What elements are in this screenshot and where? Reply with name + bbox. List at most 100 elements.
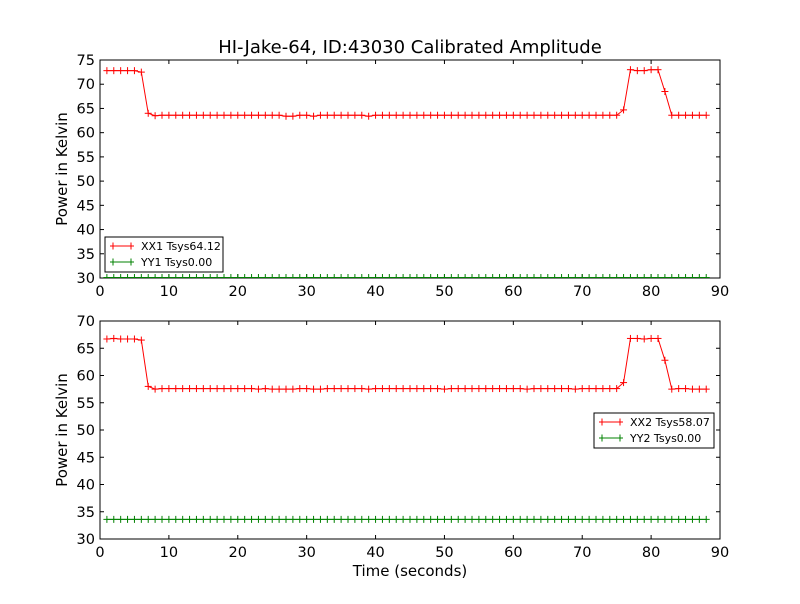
chart-1-series-yy1-point <box>261 274 269 278</box>
chart-1-series-xx1-point <box>234 111 242 119</box>
chart-1-series-xx1-point <box>440 111 448 119</box>
chart-2-x-tick-label: 20 <box>229 545 247 561</box>
chart-1-series-yy1-point <box>310 274 318 278</box>
chart-1-series-yy1-point <box>654 274 662 278</box>
chart-2-series-yy2-point <box>537 515 545 523</box>
chart-2-series-xx2-point <box>440 385 448 393</box>
chart-1-series-yy1-point <box>434 274 442 278</box>
chart-2-series-xx2-point <box>661 356 669 364</box>
chart-2-series-yy2-point <box>509 515 517 523</box>
chart-2-legend-label-yy2: YY2 Tsys0.00 <box>629 432 701 445</box>
chart-1-series-xx1-point <box>475 111 483 119</box>
chart-1-series-xx1-point <box>502 111 510 119</box>
chart-2-series-yy2-point <box>571 515 579 523</box>
chart-2-series-xx2-point <box>571 385 579 393</box>
chart-1-legend: XX1 Tsys64.12 YY1 Tsys0.00 <box>104 236 224 273</box>
chart-1-x-tick-label: 40 <box>366 284 384 300</box>
chart-1-series-yy1-point <box>365 274 373 278</box>
chart-1-y-tick-label: 30 <box>77 271 95 287</box>
chart-2-series-xx2-point <box>675 385 683 393</box>
chart-2-series-xx2-point <box>296 385 304 393</box>
chart-1-series-yy1-point <box>124 274 132 278</box>
chart-2-legend-label-xx2: XX2 Tsys58.07 <box>630 416 710 429</box>
chart-2-series-xx2-point <box>144 382 152 390</box>
chart-2-series-yy2-point <box>378 515 386 523</box>
chart-1-series-xx1-point <box>523 111 531 119</box>
chart-2-series-xx2-point <box>316 385 324 393</box>
chart-1-series-yy1-point <box>578 274 586 278</box>
chart-1-series-xx1-point <box>564 111 572 119</box>
chart-2-series-xx2-point <box>303 385 311 393</box>
chart-1-x-tick-label: 70 <box>573 284 591 300</box>
chart-2-series-xx2-point <box>489 385 497 393</box>
chart-2-series-xx2-point <box>482 385 490 393</box>
chart-2-series-xx2-point <box>275 385 283 393</box>
chart-1-series-xx1-point <box>227 111 235 119</box>
chart-1-series-yy1-point <box>186 274 194 278</box>
chart-2-series-yy2-point <box>558 515 566 523</box>
chart-2-series-yy2-point <box>213 515 221 523</box>
chart-1-series-xx1-point <box>172 111 180 119</box>
chart-2-series-xx2-point <box>551 385 559 393</box>
chart-2-series-xx2-point <box>103 335 111 343</box>
chart-2-x-tick-label: 90 <box>711 545 729 561</box>
chart-1-series-yy1-point <box>640 274 648 278</box>
chart-2-series-yy2-point <box>434 515 442 523</box>
chart-2-series-yy2-point <box>261 515 269 523</box>
chart-2-series-xx2-point <box>351 385 359 393</box>
chart-1-series-xx1-point <box>110 67 118 75</box>
chart-2-y-tick-label: 55 <box>77 396 95 412</box>
chart-1-series-yy1-point <box>688 274 696 278</box>
chart-2-series-xx2-point <box>626 334 634 342</box>
chart-2-series-xx2-point <box>413 385 421 393</box>
chart-1-series-yy1-point <box>668 274 676 278</box>
chart-2-series-yy2-point <box>413 515 421 523</box>
chart-2-series-xx2-point <box>365 385 373 393</box>
chart-2-x-tick-label: 60 <box>504 545 522 561</box>
chart-2-series-yy2-point <box>613 515 621 523</box>
chart-1-series-xx1-point <box>447 111 455 119</box>
chart-1-series-xx1-point <box>296 111 304 119</box>
chart-2-series-yy2-point <box>199 515 207 523</box>
chart-2-series-yy2-point <box>454 515 462 523</box>
chart-1-series-xx1-point <box>303 111 311 119</box>
chart-1-series-xx1-point <box>337 111 345 119</box>
chart-1-series-xx1-point <box>668 111 676 119</box>
chart-1-series-xx1-point <box>647 66 655 74</box>
chart-1-series-yy1-point <box>206 274 214 278</box>
chart-2-series-xx2-point <box>454 385 462 393</box>
chart-1-series-xx1-point <box>372 111 380 119</box>
chart-2-series-xx2-point <box>702 385 710 393</box>
chart-1-series-xx1-point <box>544 111 552 119</box>
chart-2-series-yy2-point <box>626 515 634 523</box>
chart-2-series-xx2-point <box>475 385 483 393</box>
chart-2-y-tick-label: 65 <box>77 341 95 357</box>
chart-1-series-yy1-point <box>117 274 125 278</box>
chart-2-x-axis-label: Time (seconds) <box>352 562 468 580</box>
chart-2-series-xx2-point <box>654 334 662 342</box>
chart-2-series-xx2-point <box>206 385 214 393</box>
chart-1-x-tick-label: 60 <box>504 284 522 300</box>
chart-1-series-xx1-point <box>530 111 538 119</box>
chart-2-series-yy2-point <box>254 515 262 523</box>
chart-2-series-yy2-point <box>337 515 345 523</box>
chart-1-y-tick-label: 35 <box>77 247 95 263</box>
chart-2-series-yy2-point <box>268 515 276 523</box>
chart-1-series-xx1-point <box>130 67 138 75</box>
chart-1-series-xx1-point <box>626 66 634 74</box>
chart-1-y-tick-label: 40 <box>77 223 95 239</box>
chart-1-series-yy1-point <box>372 274 380 278</box>
chart-1-series-yy1-point <box>144 274 152 278</box>
chart-2-series-xx2-point <box>695 385 703 393</box>
chart-2-series-yy2-point <box>248 515 256 523</box>
chart-2-series-yy2-point <box>323 515 331 523</box>
chart-1-series-xx1-point <box>509 111 517 119</box>
chart-2-series-yy2-point <box>551 515 559 523</box>
chart-2-series-xx2-point <box>137 336 145 344</box>
chart-1-series-xx1-point <box>454 111 462 119</box>
chart-title: HI-Jake-64, ID:43030 Calibrated Amplitud… <box>218 37 602 58</box>
chart-1-series-xx1-point <box>661 87 669 95</box>
chart-1-series-yy1-point <box>544 274 552 278</box>
chart-2-series-xx2-point <box>509 385 517 393</box>
chart-2-series-xx2-point <box>468 385 476 393</box>
